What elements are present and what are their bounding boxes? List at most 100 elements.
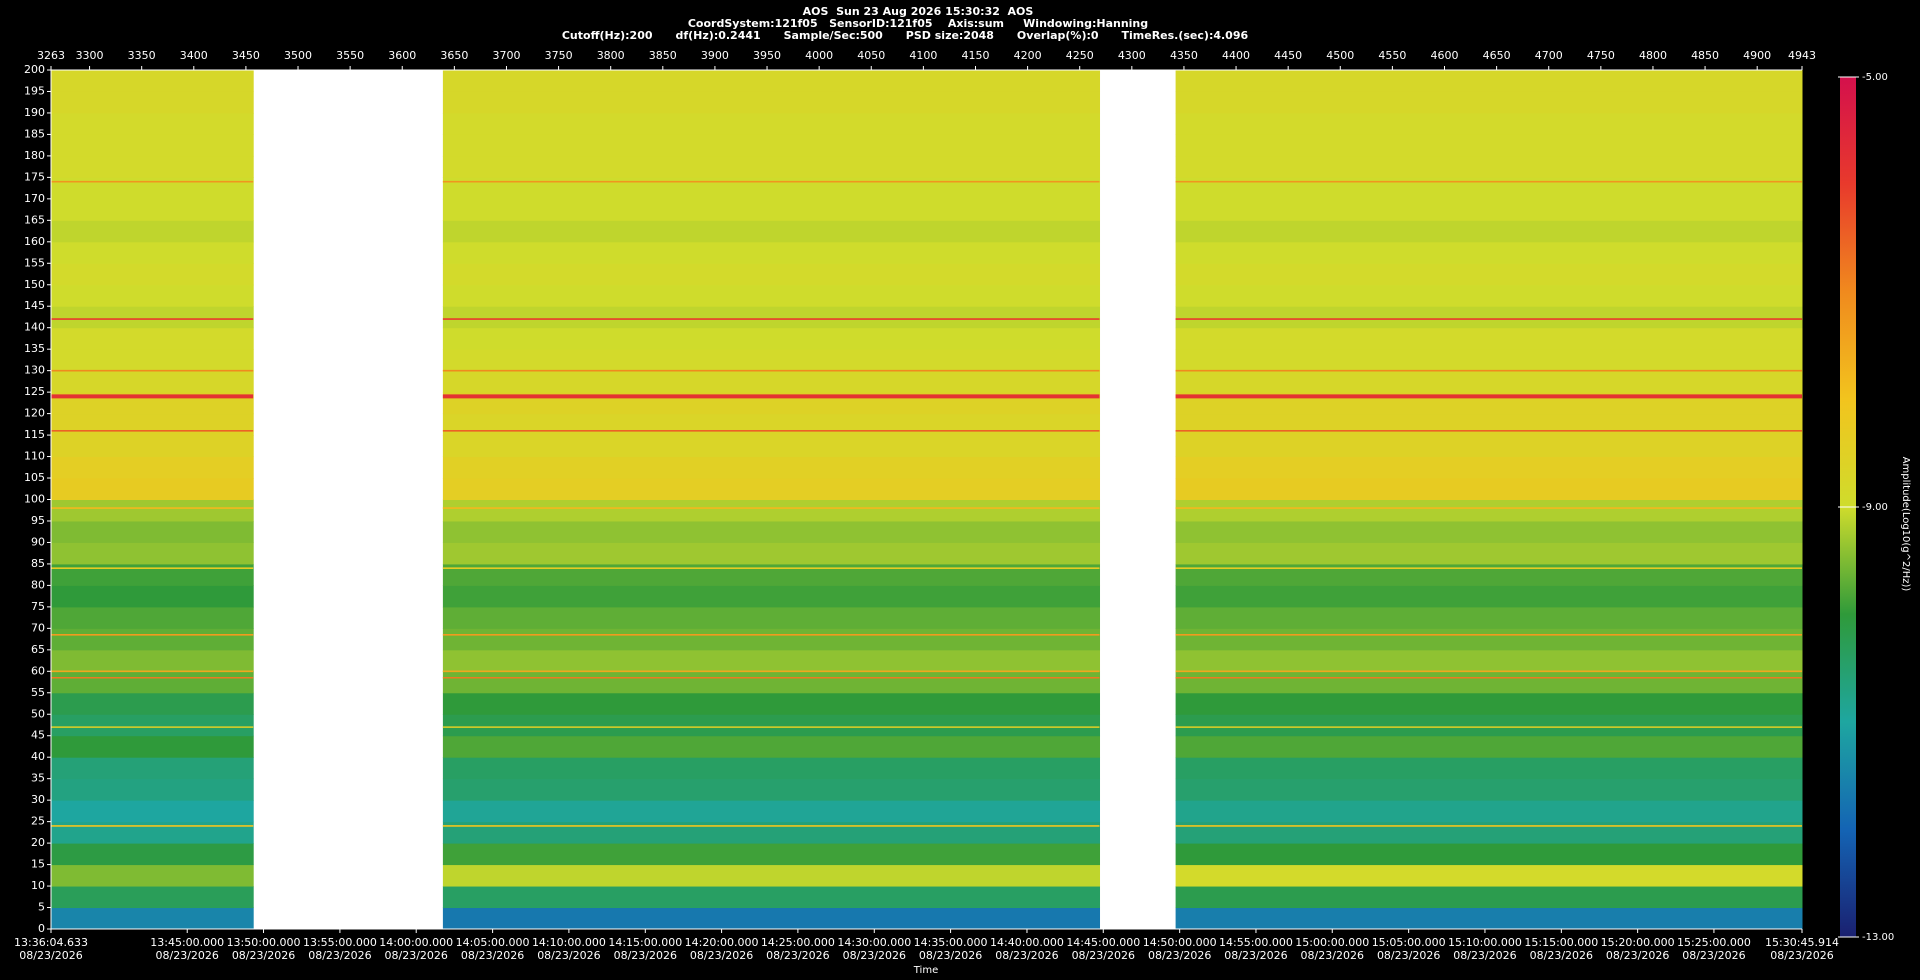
y-tick-label: 10 [31, 879, 45, 892]
x-time-tick-date: 08/23/2026 [614, 949, 677, 962]
x-time-tick-date: 08/23/2026 [1072, 949, 1135, 962]
cell [1175, 220, 1803, 243]
x-top-tick-label: 3700 [492, 49, 520, 62]
cell [442, 435, 1101, 458]
x-time-tick-date: 08/23/2026 [1301, 949, 1364, 962]
cell [442, 177, 1101, 200]
cell [1175, 370, 1803, 393]
cell [51, 542, 254, 565]
x-top-tick-label: 3500 [284, 49, 312, 62]
cell [442, 478, 1101, 500]
cell [51, 70, 254, 92]
y-tick-label: 185 [24, 127, 45, 140]
y-tick-label: 100 [24, 493, 45, 506]
cell [442, 821, 1101, 844]
cell [1175, 349, 1803, 372]
cell [442, 606, 1101, 629]
y-tick-label: 70 [31, 621, 45, 634]
y-tick-label: 110 [24, 450, 45, 463]
x-top-tick-label: 3450 [232, 49, 260, 62]
cell [442, 284, 1101, 307]
y-tick-label: 165 [24, 213, 45, 226]
x-top-tick-label: 4650 [1483, 49, 1511, 62]
cell [442, 499, 1101, 522]
x-time-tick-label: 14:25:00.000 [761, 936, 835, 949]
x-time-tick-label: 14:45:00.000 [1066, 936, 1140, 949]
x-top-tick-label: 3800 [597, 49, 625, 62]
x-top-tick-label: 4350 [1170, 49, 1198, 62]
y-tick-label: 75 [31, 600, 45, 613]
cell [442, 585, 1101, 608]
cell [442, 907, 1101, 930]
cell [442, 864, 1101, 887]
cell [442, 692, 1101, 715]
cell [442, 456, 1101, 479]
y-tick-label: 150 [24, 278, 45, 291]
x-top-tick-label: 4400 [1222, 49, 1250, 62]
y-tick-label: 155 [24, 256, 45, 269]
colorbar-tick-label: -13.00 [1862, 932, 1894, 943]
x-time-tick-date: 08/23/2026 [461, 949, 524, 962]
x-time-tick-date: 08/23/2026 [1148, 949, 1211, 962]
subtitle: CoordSystem:121f05 SensorID:121f05 Axis:… [688, 17, 1148, 30]
cell [51, 886, 254, 909]
cell [442, 714, 1101, 737]
cell [1175, 821, 1803, 844]
x-axis-label: Time [913, 965, 938, 976]
x-time-tick-label: 15:30:45.914 [1765, 936, 1839, 949]
cell [442, 757, 1101, 780]
y-tick-label: 45 [31, 729, 45, 742]
x-top-tick-label: 4000 [805, 49, 833, 62]
x-time-tick-date: 08/23/2026 [995, 949, 1058, 962]
x-top-tick-label: 4450 [1274, 49, 1302, 62]
y-tick-label: 130 [24, 364, 45, 377]
cell [442, 263, 1101, 286]
cell [51, 413, 254, 436]
x-time-tick-label: 13:50:00.000 [227, 936, 301, 949]
x-top-tick-label: 3350 [128, 49, 156, 62]
x-time-tick-date: 08/23/2026 [385, 949, 448, 962]
colorbar-tick-label: -5.00 [1862, 72, 1888, 83]
x-time-tick-date: 08/23/2026 [1682, 949, 1745, 962]
cell [51, 456, 254, 479]
y-tick-label: 0 [38, 922, 45, 935]
cell [1175, 606, 1803, 629]
cell [442, 800, 1101, 823]
y-tick-label: 175 [24, 170, 45, 183]
cell [51, 177, 254, 200]
colorbar-label: Amplitude(Log10(g^2/Hz)) [1900, 457, 1911, 592]
y-tick-label: 5 [38, 901, 45, 914]
x-top-tick-label: 4150 [961, 49, 989, 62]
y-tick-label: 180 [24, 149, 45, 162]
cell [1175, 112, 1803, 135]
cell [51, 499, 254, 522]
cell [51, 155, 254, 178]
x-top-tick-label: 3400 [180, 49, 208, 62]
x-time-tick-label: 15:20:00.000 [1601, 936, 1675, 949]
x-top-tick-label: 4700 [1535, 49, 1563, 62]
cell [1175, 70, 1803, 92]
cell [51, 263, 254, 286]
cell [1175, 563, 1803, 586]
cell [1175, 778, 1803, 801]
cell [51, 91, 254, 114]
cell [442, 112, 1101, 135]
cell [51, 478, 254, 500]
y-tick-label: 60 [31, 664, 45, 677]
x-time-tick-date: 08/23/2026 [843, 949, 906, 962]
cell [51, 112, 254, 135]
y-tick-label: 40 [31, 750, 45, 763]
x-top-tick-label: 4850 [1691, 49, 1719, 62]
cell [1175, 241, 1803, 264]
cell [442, 198, 1101, 221]
cell [51, 714, 254, 737]
y-tick-label: 190 [24, 106, 45, 119]
x-time-tick-date: 08/23/2026 [766, 949, 829, 962]
x-top-tick-label: 3300 [76, 49, 104, 62]
cell [1175, 628, 1803, 651]
x-top-tick-label: 4200 [1014, 49, 1042, 62]
cell [51, 692, 254, 715]
x-top-tick-label: 3900 [701, 49, 729, 62]
cell [1175, 542, 1803, 565]
cell [442, 91, 1101, 114]
